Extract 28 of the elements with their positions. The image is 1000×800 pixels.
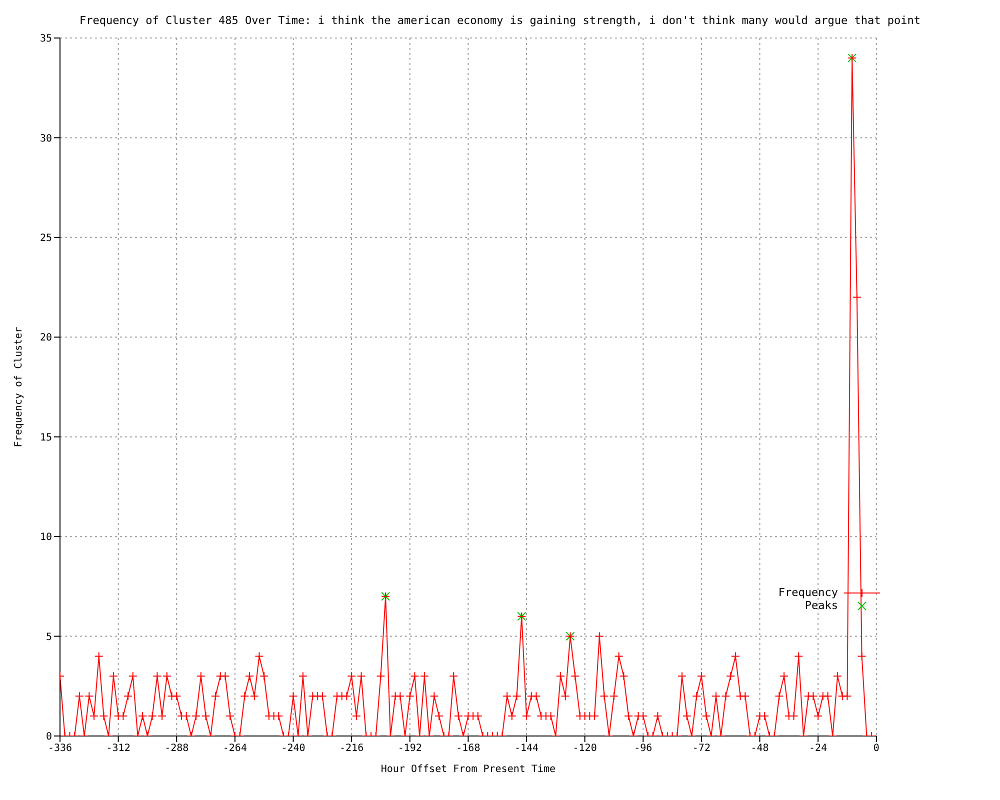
x-tick-label: -312 xyxy=(106,743,130,754)
x-tick-label: -240 xyxy=(281,743,306,754)
x-tick-label: -168 xyxy=(456,743,480,754)
y-axis-title: Frequency of Cluster xyxy=(14,326,25,448)
x-tick-label: -72 xyxy=(692,743,710,754)
y-tick-label: 20 xyxy=(40,332,52,344)
y-tick-label: 15 xyxy=(40,432,52,444)
y-tick-label: 35 xyxy=(40,34,52,45)
y-tick-label: 10 xyxy=(40,532,52,544)
x-axis-title: Hour Offset From Present Time xyxy=(380,764,556,775)
legend-label: Peaks xyxy=(804,599,838,612)
x-tick-label: -48 xyxy=(750,743,769,754)
y-tick-label: 25 xyxy=(40,232,52,244)
y-tick-label: 5 xyxy=(46,632,52,643)
x-tick-label: -336 xyxy=(48,743,72,754)
chart-title: Frequency of Cluster 485 Over Time: i think the american economy is gaining strength, i don't think many would argue that point xyxy=(78,14,922,27)
x-tick-label: -120 xyxy=(572,743,597,754)
x-tick-label: -96 xyxy=(634,743,652,754)
x-tick-label: -144 xyxy=(514,743,539,754)
legend-label: Frequency xyxy=(778,586,838,599)
x-tick-label: -24 xyxy=(809,743,828,754)
x-tick-label: -288 xyxy=(164,743,189,754)
x-tick-label: -264 xyxy=(222,743,247,754)
y-tick-label: 0 xyxy=(46,732,52,743)
x-tick-label: 0 xyxy=(873,743,880,754)
x-tick-label: -192 xyxy=(398,743,422,754)
y-tick-label: 30 xyxy=(40,133,52,144)
x-tick-label: -216 xyxy=(340,743,364,754)
